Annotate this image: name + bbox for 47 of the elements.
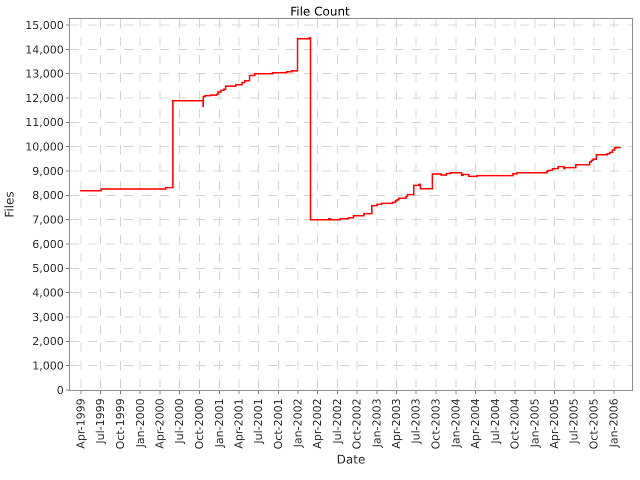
x-tick-label: Jan-2006	[607, 398, 620, 448]
y-tick-label: 6,000	[32, 238, 64, 251]
x-tick-label: Jan-2002	[292, 398, 305, 448]
x-tick-label: Apr-2004	[469, 398, 482, 449]
y-tick-label: 2,000	[32, 335, 64, 348]
x-tick-label: Jul-2000	[173, 398, 186, 445]
x-axis-title: Date	[336, 452, 366, 466]
x-tick-label: Apr-2005	[548, 398, 562, 449]
x-tick-label: Jan-2005	[528, 398, 542, 448]
x-tick-label: Oct-2005	[588, 398, 601, 450]
y-tick-label: 11,000	[25, 116, 64, 130]
x-tick-label: Apr-2001	[232, 398, 246, 449]
x-tick-label: Jul-1999	[94, 398, 108, 445]
y-tick-label: 5,000	[32, 262, 64, 276]
y-tick-label: 15,000	[25, 18, 64, 32]
y-tick-label: 7,000	[32, 214, 64, 227]
y-tick-label: 10,000	[25, 140, 64, 154]
y-tick-label: 9,000	[32, 164, 64, 178]
y-tick-label: 8,000	[32, 189, 64, 202]
x-tick-label: Apr-2000	[153, 398, 166, 449]
x-tick-label: Apr-2002	[311, 398, 324, 449]
y-tick-label: 0	[56, 384, 64, 397]
y-tick-label: 3,000	[32, 310, 64, 324]
x-tick-label: Apr-1999	[74, 398, 88, 449]
x-tick-label: Jan-2004	[449, 398, 462, 448]
x-tick-label: Jan-2001	[212, 398, 226, 448]
x-tick-label: Jul-2003	[410, 398, 423, 445]
y-tick-label: 1,000	[32, 360, 64, 373]
x-tick-label: Oct-2003	[430, 398, 443, 450]
x-tick-label: Oct-2004	[508, 398, 522, 450]
x-tick-label: Oct-2000	[193, 398, 206, 450]
y-axis-title: Files	[2, 191, 17, 218]
y-tick-label: 13,000	[25, 68, 64, 81]
y-tick-label: 12,000	[25, 92, 64, 105]
x-tick-label: Apr-2003	[390, 398, 404, 449]
chart-title: File Count	[290, 4, 350, 19]
x-tick-label: Oct-2001	[272, 398, 285, 450]
x-tick-label: Jul-2001	[252, 398, 265, 445]
y-tick-label: 4,000	[32, 286, 64, 300]
x-tick-label: Jul-2005	[568, 398, 581, 445]
x-tick-label: Jul-2004	[488, 398, 502, 445]
y-tick-label: 14,000	[25, 43, 64, 56]
x-tick-label: Jan-2000	[134, 398, 147, 448]
x-tick-label: Jul-2002	[330, 398, 344, 445]
x-tick-label: Oct-2002	[350, 398, 364, 450]
x-tick-label: Jan-2003	[370, 398, 384, 448]
x-tick-label: Oct-1999	[114, 398, 127, 450]
